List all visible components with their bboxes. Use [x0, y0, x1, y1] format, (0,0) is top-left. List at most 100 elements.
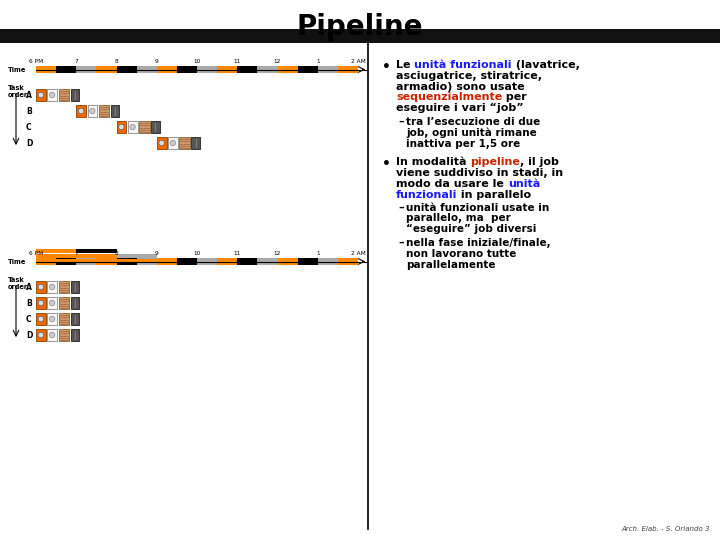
- Bar: [36, 254, 117, 258]
- Bar: [117, 122, 126, 133]
- Bar: [58, 281, 69, 293]
- Bar: [76, 249, 117, 253]
- Bar: [58, 298, 69, 308]
- Circle shape: [38, 300, 44, 306]
- Bar: [88, 105, 97, 117]
- Bar: [318, 258, 338, 265]
- Circle shape: [50, 316, 55, 322]
- Bar: [157, 258, 177, 265]
- Bar: [338, 66, 358, 73]
- Bar: [238, 258, 257, 265]
- Text: –: –: [398, 238, 404, 248]
- Bar: [99, 105, 109, 117]
- Circle shape: [38, 316, 44, 322]
- Text: asciugatrice, stiratrice,: asciugatrice, stiratrice,: [396, 71, 542, 81]
- Text: 9: 9: [155, 59, 158, 64]
- Bar: [192, 137, 199, 148]
- Text: parallelo, ma  per: parallelo, ma per: [406, 213, 510, 224]
- Text: “eseguire” job diversi: “eseguire” job diversi: [406, 224, 536, 234]
- Bar: [36, 249, 76, 253]
- Bar: [36, 281, 46, 293]
- Text: unità funzionali: unità funzionali: [415, 60, 512, 70]
- Bar: [117, 254, 157, 258]
- Text: 6 PM: 6 PM: [29, 251, 43, 256]
- Text: C: C: [26, 314, 32, 323]
- Text: tra l’esecuzione di due: tra l’esecuzione di due: [406, 117, 540, 127]
- Text: (lavatrice,: (lavatrice,: [512, 60, 580, 70]
- Bar: [71, 313, 79, 325]
- Bar: [76, 105, 86, 117]
- Text: Task
order: Task order: [8, 85, 28, 98]
- Text: Time: Time: [8, 66, 27, 72]
- Bar: [157, 137, 166, 148]
- Bar: [179, 137, 190, 148]
- Text: C: C: [26, 123, 32, 132]
- Text: 2 AM: 2 AM: [351, 251, 365, 256]
- Bar: [257, 66, 277, 73]
- Text: A: A: [26, 282, 32, 292]
- Text: job, ogni unità rimane: job, ogni unità rimane: [406, 128, 536, 138]
- Text: 11: 11: [233, 59, 241, 64]
- Bar: [338, 258, 358, 265]
- Text: 1: 1: [316, 59, 320, 64]
- Bar: [36, 258, 56, 265]
- Bar: [151, 122, 160, 133]
- Text: 11: 11: [233, 251, 241, 256]
- Text: Time: Time: [8, 259, 27, 265]
- Bar: [36, 90, 46, 100]
- Bar: [71, 90, 79, 100]
- Text: viene suddiviso in stadi, in: viene suddiviso in stadi, in: [396, 168, 563, 178]
- Text: 10: 10: [193, 251, 201, 256]
- Bar: [277, 258, 297, 265]
- Text: per: per: [503, 92, 527, 103]
- Bar: [58, 90, 69, 100]
- Bar: [0, 29, 720, 43]
- Text: nella fase iniziale/finale,: nella fase iniziale/finale,: [406, 238, 551, 248]
- Text: , il job: , il job: [521, 157, 559, 167]
- Text: Le: Le: [396, 60, 415, 70]
- Bar: [257, 258, 277, 265]
- Circle shape: [78, 108, 84, 114]
- Text: pipeline: pipeline: [470, 157, 521, 167]
- Circle shape: [38, 284, 44, 290]
- Circle shape: [50, 332, 55, 338]
- Bar: [177, 258, 197, 265]
- Bar: [157, 66, 177, 73]
- Bar: [277, 66, 297, 73]
- Circle shape: [50, 284, 55, 290]
- Bar: [139, 122, 150, 133]
- Bar: [127, 122, 138, 133]
- Bar: [56, 258, 76, 265]
- Circle shape: [159, 140, 164, 146]
- Bar: [297, 66, 318, 73]
- Circle shape: [130, 124, 135, 130]
- Circle shape: [38, 92, 44, 98]
- Circle shape: [50, 300, 55, 306]
- Bar: [48, 313, 57, 325]
- Bar: [36, 298, 46, 308]
- Text: non lavorano tutte: non lavorano tutte: [406, 249, 516, 259]
- Text: parallelamente: parallelamente: [406, 260, 495, 270]
- Bar: [217, 258, 238, 265]
- Bar: [217, 66, 238, 73]
- Text: Arch. Elab. - S. Orlando 3: Arch. Elab. - S. Orlando 3: [621, 526, 710, 532]
- Bar: [318, 66, 338, 73]
- Bar: [56, 66, 76, 73]
- Bar: [297, 258, 318, 265]
- Bar: [58, 329, 69, 341]
- Bar: [111, 105, 120, 117]
- Bar: [48, 329, 57, 341]
- Bar: [137, 258, 157, 265]
- Text: 6 PM: 6 PM: [29, 59, 43, 64]
- Text: eseguire i vari “job”: eseguire i vari “job”: [396, 103, 523, 113]
- Bar: [197, 258, 217, 265]
- Text: 10: 10: [193, 59, 201, 64]
- Bar: [96, 66, 117, 73]
- Text: funzionali: funzionali: [396, 190, 457, 200]
- Bar: [36, 66, 56, 73]
- Bar: [96, 258, 117, 265]
- Bar: [197, 66, 217, 73]
- Text: modo da usare le: modo da usare le: [396, 179, 508, 189]
- Text: 7: 7: [74, 59, 78, 64]
- Bar: [71, 298, 79, 308]
